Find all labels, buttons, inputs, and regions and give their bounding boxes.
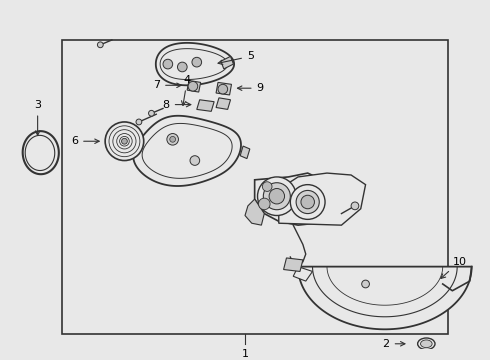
Circle shape — [218, 84, 228, 94]
Circle shape — [167, 134, 178, 145]
Polygon shape — [298, 267, 472, 329]
Circle shape — [163, 59, 172, 69]
Text: 7: 7 — [153, 80, 181, 90]
Ellipse shape — [420, 340, 432, 348]
Bar — [62, 40, 447, 334]
Polygon shape — [187, 81, 200, 92]
Circle shape — [98, 42, 103, 48]
Circle shape — [269, 189, 285, 204]
Polygon shape — [245, 199, 264, 225]
Circle shape — [136, 119, 142, 125]
Circle shape — [258, 177, 296, 216]
Circle shape — [190, 156, 199, 165]
Circle shape — [192, 57, 201, 67]
Polygon shape — [23, 131, 59, 174]
Polygon shape — [221, 57, 233, 69]
Circle shape — [122, 138, 127, 144]
Text: 8: 8 — [163, 100, 191, 109]
Circle shape — [177, 62, 187, 72]
Text: 1: 1 — [242, 348, 248, 359]
Polygon shape — [240, 146, 250, 159]
Text: 6: 6 — [71, 136, 99, 146]
Polygon shape — [156, 43, 234, 85]
Circle shape — [170, 136, 175, 142]
Polygon shape — [216, 82, 231, 95]
Text: 4: 4 — [181, 75, 191, 105]
Polygon shape — [293, 267, 313, 281]
Circle shape — [263, 183, 291, 210]
Text: 5: 5 — [218, 51, 254, 64]
Circle shape — [351, 202, 359, 210]
Circle shape — [262, 182, 272, 192]
Text: 3: 3 — [34, 100, 41, 135]
Polygon shape — [133, 116, 241, 186]
Circle shape — [148, 111, 154, 116]
Circle shape — [259, 198, 270, 210]
Circle shape — [105, 122, 144, 161]
Ellipse shape — [417, 338, 435, 350]
Polygon shape — [160, 49, 228, 80]
Text: 9: 9 — [238, 83, 264, 93]
Polygon shape — [216, 98, 230, 109]
Circle shape — [296, 190, 319, 213]
Polygon shape — [279, 173, 366, 225]
Polygon shape — [284, 258, 303, 271]
Polygon shape — [197, 100, 214, 111]
Polygon shape — [25, 135, 55, 171]
Circle shape — [188, 81, 198, 91]
Polygon shape — [255, 173, 337, 225]
Text: 10: 10 — [441, 257, 466, 278]
Polygon shape — [142, 123, 232, 178]
Circle shape — [301, 195, 315, 209]
Circle shape — [362, 280, 369, 288]
Text: 2: 2 — [383, 339, 405, 349]
Circle shape — [291, 185, 325, 219]
